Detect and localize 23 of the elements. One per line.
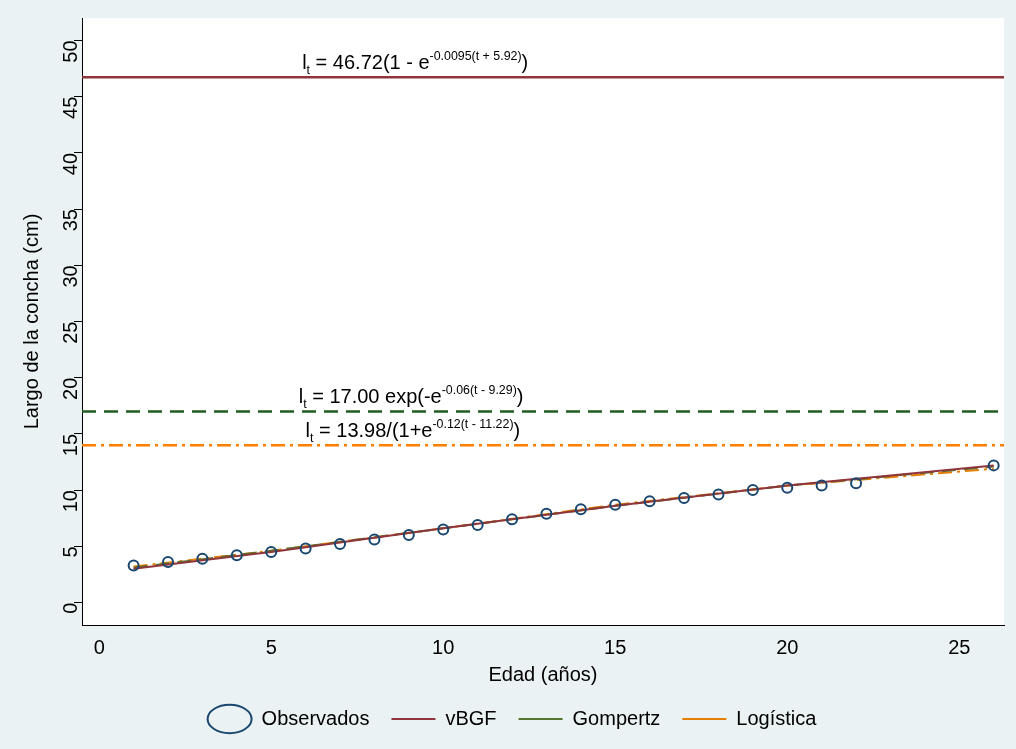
y-tick-label: 45 [58, 96, 81, 119]
x-tick-label: 15 [604, 635, 627, 658]
x-tick-label: 0 [93, 635, 105, 658]
legend-label: Observados [261, 706, 370, 729]
x-tick-label: 5 [265, 635, 277, 658]
x-tick-label: 25 [948, 635, 971, 658]
y-tick-label: 50 [58, 40, 81, 63]
legend-label: Gompertz [572, 706, 661, 729]
y-tick-label: 0 [58, 602, 81, 614]
y-tick-label: 40 [58, 152, 81, 176]
y-axis-title: Largo de la concha (cm) [19, 213, 42, 430]
legend-label: Logística [736, 706, 818, 729]
y-tick-label: 30 [58, 265, 81, 288]
y-tick-label: 25 [58, 321, 81, 344]
x-tick-label: 10 [432, 635, 455, 658]
legend-label: vBGF [445, 706, 497, 729]
y-tick-label: 10 [58, 490, 81, 513]
x-tick-label: 20 [776, 635, 799, 658]
y-tick-label: 15 [58, 433, 81, 457]
x-axis-title: Edad (años) [488, 662, 598, 685]
y-tick-label: 35 [58, 209, 81, 232]
y-tick-label: 20 [58, 377, 81, 400]
y-tick-label: 5 [58, 546, 81, 558]
